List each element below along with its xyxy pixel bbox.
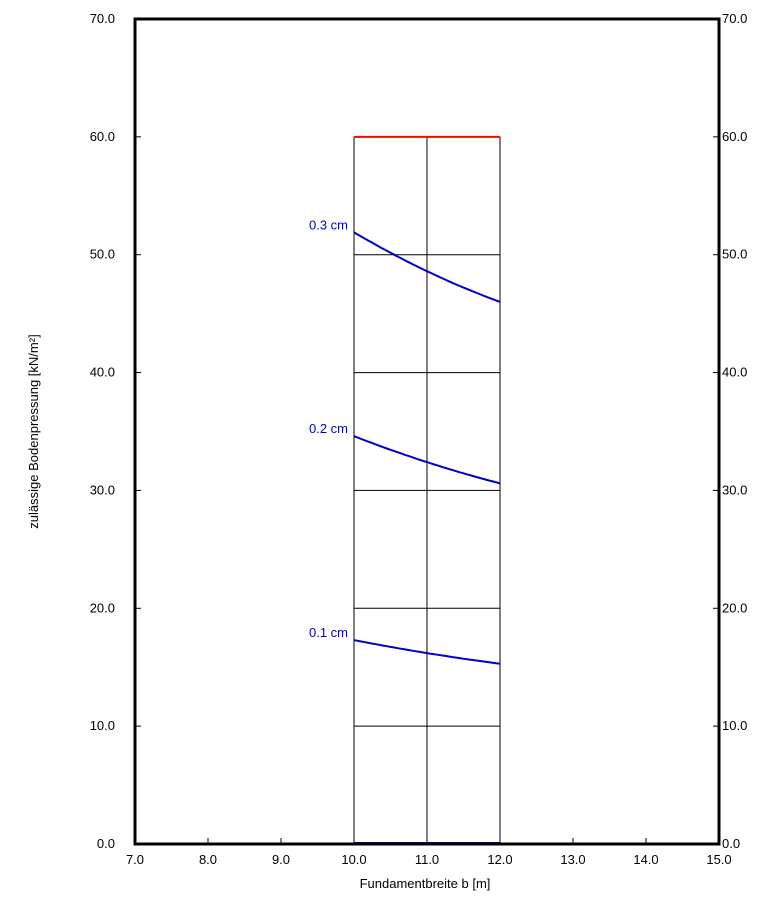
- x-tick-label: 14.0: [633, 852, 658, 867]
- y-tick-label-left: 40.0: [90, 365, 115, 380]
- grid-layer: [353, 136, 501, 845]
- y-tick-label-left: 0.0: [97, 836, 115, 851]
- y-tick-label-right: 10.0: [722, 718, 747, 733]
- y-tick-label-left: 10.0: [90, 718, 115, 733]
- series-line: [353, 435, 501, 485]
- y-tick-label-right: 30.0: [722, 482, 747, 497]
- x-tick-label: 9.0: [272, 852, 290, 867]
- x-axis-label: Fundamentbreite b [m]: [360, 876, 491, 891]
- series-line: [353, 231, 501, 303]
- x-tick-label: 13.0: [560, 852, 585, 867]
- series-label: 0.3 cm: [309, 217, 348, 232]
- series-label: 0.2 cm: [309, 421, 348, 436]
- y-tick-label-left: 20.0: [90, 600, 115, 615]
- x-tick-label: 15.0: [706, 852, 731, 867]
- ticks-layer: 7.0 8.0 9.0 10.0 11.0 12.0 13.0 14.0 15.00.010.0…: [90, 11, 748, 867]
- y-tick-label-right: 20.0: [722, 600, 747, 615]
- x-tick-label: 8.0: [199, 852, 217, 867]
- y-tick-label-left: 60.0: [90, 129, 115, 144]
- y-tick-label-left: 50.0: [90, 247, 115, 262]
- x-tick-label: 7.0: [126, 852, 144, 867]
- x-tick-label: 10.0: [341, 852, 366, 867]
- y-tick-label-left: 70.0: [90, 11, 115, 26]
- y-tick-label-left: 30.0: [90, 482, 115, 497]
- y-tick-label-right: 0.0: [722, 836, 740, 851]
- y-tick-label-right: 40.0: [722, 365, 747, 380]
- x-tick-label: 12.0: [487, 852, 512, 867]
- y-tick-label-right: 50.0: [722, 247, 747, 262]
- y-tick-label-right: 70.0: [722, 11, 747, 26]
- y-tick-label-right: 60.0: [722, 129, 747, 144]
- y-axis-label: zulässige Bodenpressung [kN/m²]: [26, 334, 41, 528]
- x-tick-label: 11.0: [415, 852, 439, 867]
- series-label: 0.1 cm: [309, 625, 348, 640]
- series-line: [353, 639, 501, 665]
